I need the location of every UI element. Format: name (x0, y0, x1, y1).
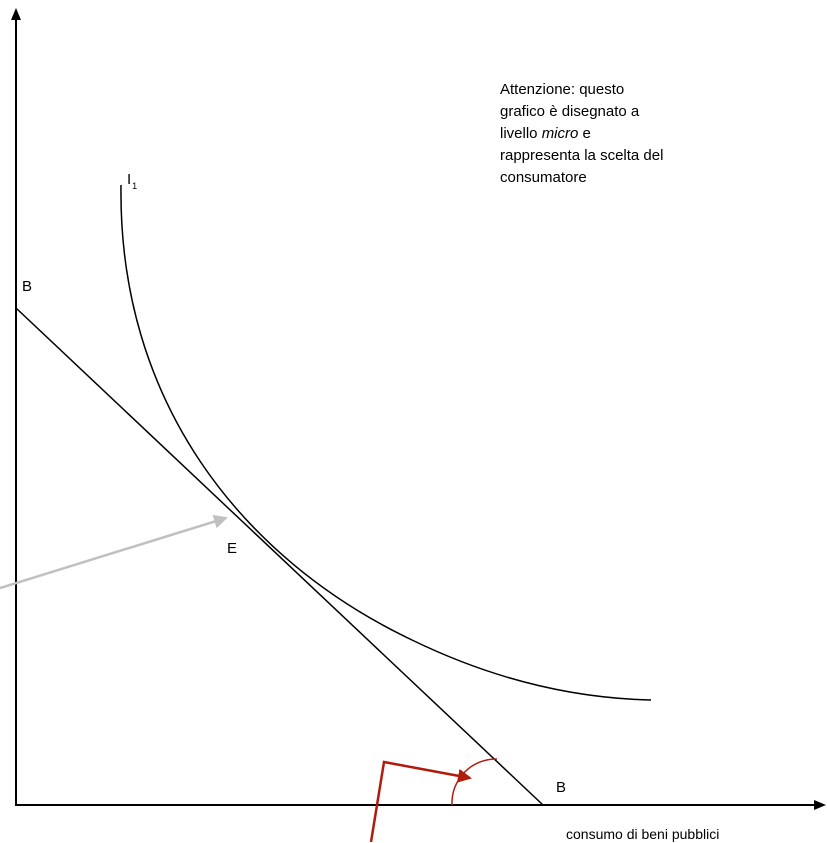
indifference-curve-label: I1 (127, 171, 138, 191)
arrow-up-icon (11, 8, 21, 20)
indifference-curve-label-subscript: 1 (132, 181, 138, 191)
budget-intercept-label-y: B (22, 278, 33, 295)
indifference-curve (120, 184, 652, 701)
note-line-4: rappresenta la scelta del (500, 147, 664, 164)
note-micro-emphasis: micro (541, 125, 579, 142)
note-line-1: Attenzione: questo (500, 81, 625, 98)
note-line-3: livello micro e (500, 123, 740, 145)
budget-intercept-label-x: B (556, 779, 567, 796)
arrow-right-icon (814, 800, 826, 810)
angle-pointer (369, 760, 472, 842)
note-line-5: consumatore (500, 169, 587, 186)
budget-line (15, 307, 544, 806)
note-line-3-prefix: livello (500, 125, 542, 142)
x-axis-label: consumo di beni pubblici (566, 826, 720, 842)
note-line-3-suffix: e (578, 125, 591, 142)
micro-level-note: Attenzione: questo grafico è disegnato a… (500, 79, 740, 189)
pointer-arrow (0, 514, 228, 590)
angle-arc (451, 758, 498, 806)
equilibrium-point-label: E (227, 540, 238, 557)
indifference-curve-label-main: I (127, 171, 132, 188)
note-line-2: grafico è disegnato a (500, 103, 640, 120)
